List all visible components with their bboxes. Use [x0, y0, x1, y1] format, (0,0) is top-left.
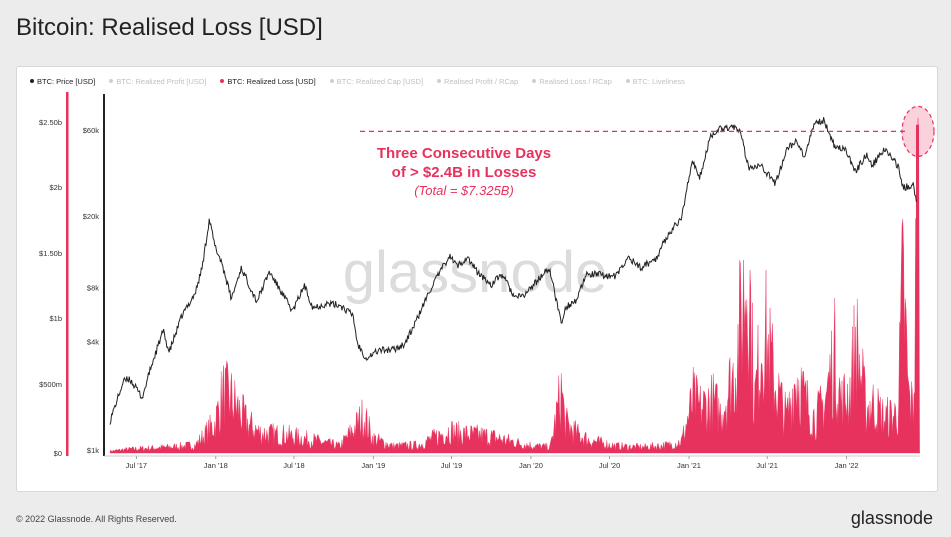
final-loss-spike [916, 124, 919, 453]
axes-group: $0 $500m $1b $1.50b $2b $2.50b $1k $4k $8k $20k $6… [39, 118, 920, 470]
legend-item[interactable]: Realised Loss / RCap [532, 74, 612, 88]
y-right-tick-label: $1k [87, 446, 99, 455]
legend-label: BTC: Price [USD] [37, 76, 96, 86]
copyright-footer: © 2022 Glassnode. All Rights Reserved. [16, 514, 177, 524]
annotation-line3: (Total = $7.325B) [414, 183, 514, 198]
y-right-tick-label: $8k [87, 283, 99, 292]
x-tick-label: Jan '20 [519, 461, 543, 470]
y-right-tick-label: $60k [83, 126, 100, 135]
price-series [109, 117, 917, 425]
realized-loss-area [109, 117, 920, 454]
left-axis-bar [66, 92, 69, 456]
x-tick-label: Jan '19 [361, 461, 385, 470]
x-tick-label: Jan '22 [835, 461, 859, 470]
y-left-tick-label: $2b [49, 183, 62, 192]
legend-dot-icon [625, 79, 630, 83]
legend-dot-icon [30, 79, 34, 83]
brand-logo: glassnode [850, 508, 933, 528]
x-tick-label: Jul '21 [756, 461, 777, 470]
legend-item[interactable]: BTC: Liveliness [625, 74, 685, 88]
legend-item[interactable]: BTC: Price [USD] [30, 74, 95, 88]
x-tick-label: Jul '18 [283, 461, 304, 470]
legend-dot-icon [220, 79, 225, 83]
legend-item[interactable]: BTC: Realized Profit [USD] [109, 74, 206, 88]
chart-legend: BTC: Price [USD] BTC: Realized Profit [US… [30, 74, 685, 88]
y-left-tick-label: $1b [49, 314, 62, 323]
legend-dot-icon [109, 79, 114, 83]
x-tick-label: Jul '20 [599, 461, 620, 470]
y-left-tick-label: $1.50b [39, 249, 62, 258]
highlight-ellipse [901, 105, 935, 157]
annotation-line2: of > $2.4B in Losses [392, 164, 537, 181]
page-title: Bitcoin: Realised Loss [USD] [16, 14, 323, 41]
legend-label: BTC: Liveliness [632, 76, 685, 86]
x-tick-label: Jan '21 [677, 461, 701, 470]
legend-label: BTC: Realized Cap [USD] [336, 76, 424, 86]
legend-dot-icon [532, 79, 537, 83]
y-left-tick-label: $500m [39, 380, 62, 389]
legend-item[interactable]: Realised Profit / RCap [437, 74, 518, 88]
legend-item[interactable]: BTC: Realized Cap [USD] [329, 74, 424, 88]
annotation-line1: Three Consecutive Days [377, 145, 551, 162]
legend-dot-icon [329, 79, 334, 83]
legend-dot-icon [437, 79, 442, 83]
legend-item[interactable]: BTC: Realized Loss [USD] [220, 74, 316, 88]
legend-label: Realised Profit / RCap [444, 76, 519, 86]
x-tick-label: Jul '19 [441, 461, 462, 470]
y-right-tick-label: $20k [83, 212, 100, 221]
y-right-tick-label: $4k [87, 338, 99, 347]
x-tick-label: Jan '18 [204, 461, 228, 470]
legend-label: BTC: Realized Profit [USD] [116, 76, 207, 86]
legend-label: Realised Loss / RCap [539, 76, 612, 86]
x-tick-label: Jul '17 [126, 461, 147, 470]
y-left-tick-label: $2.50b [39, 118, 62, 127]
legend-label: BTC: Realized Loss [USD] [227, 76, 316, 86]
price-line [109, 117, 917, 425]
y-left-tick-label: $0 [54, 449, 62, 458]
realized-loss-series [109, 117, 920, 454]
watermark: glassnode [343, 240, 607, 305]
